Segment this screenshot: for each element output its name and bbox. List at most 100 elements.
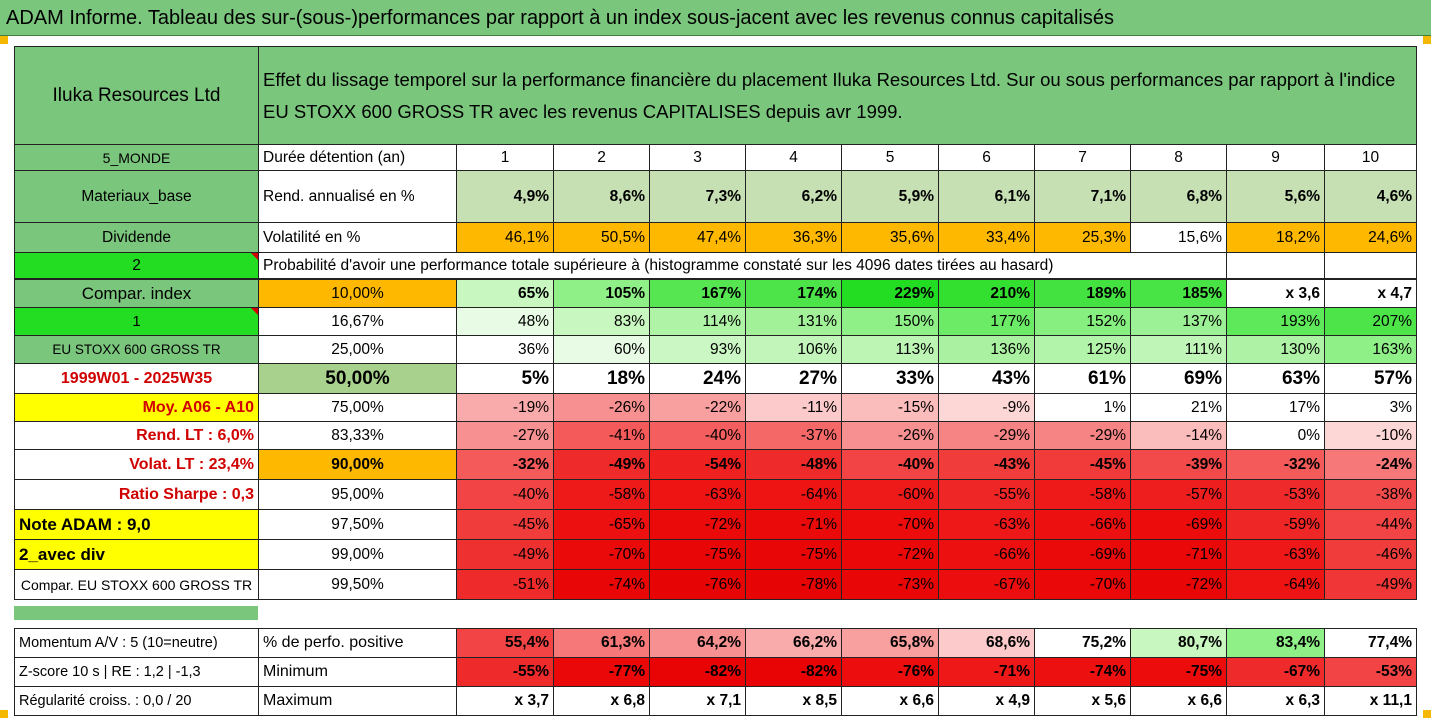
year-header: 7 — [1034, 144, 1131, 171]
row-label: Ratio Sharpe : 0,3 — [14, 479, 259, 510]
value-cell: 36% — [456, 335, 554, 364]
value-cell: 5,9% — [841, 170, 939, 223]
report-frame: Iluka Resources Ltd Effet du lissage tem… — [14, 46, 1418, 716]
empty-cell — [1323, 252, 1418, 279]
value-cell: -82% — [745, 657, 842, 687]
corner-marker — [1423, 36, 1431, 44]
company-name: Iluka Resources Ltd — [14, 46, 259, 145]
statistics-row: Z-score 10 s | RE : 1,2 | -1,3 Minimum -55… — [14, 657, 1417, 687]
value-cell: 21% — [1130, 393, 1227, 422]
report-description: Effet du lissage temporel sur la perform… — [257, 46, 1418, 145]
value-cell: -82% — [649, 657, 746, 687]
value-cell: 75,2% — [1034, 628, 1131, 658]
value-cell: -66% — [1034, 509, 1131, 540]
probability-row: EU STOXX 600 GROSS TR 25,00% 36% 60% 93% 106%… — [14, 335, 1417, 364]
value-cell: 65,8% — [841, 628, 939, 658]
value-cell: -57% — [1130, 479, 1227, 510]
threshold-cell: 99,00% — [258, 539, 457, 570]
value-cell: -71% — [938, 657, 1035, 687]
value-cell: -55% — [456, 657, 554, 687]
year-header: 3 — [649, 144, 746, 171]
value-cell: -64% — [1226, 569, 1325, 600]
row-label: Compar. index — [14, 279, 259, 308]
value-cell: 113% — [841, 335, 939, 364]
value-cell: 130% — [1226, 335, 1325, 364]
corner-marker — [0, 710, 8, 718]
value-cell: 6,2% — [745, 170, 842, 223]
probability-row: 1 16,67% 48% 83% 114% 131% 150% 177% 152% 137% 193… — [14, 307, 1417, 336]
value-cell: -63% — [938, 509, 1035, 540]
value-cell: 93% — [649, 335, 746, 364]
probability-row: Compar. EU STOXX 600 GROSS TR 99,50% -51% -… — [14, 569, 1417, 600]
value-cell: 33% — [841, 363, 939, 394]
value-cell: -19% — [456, 393, 554, 422]
row-label: 1999W01 - 2025W35 — [14, 363, 259, 394]
value-cell: 105% — [553, 279, 650, 308]
statistic-note: Momentum A/V : 5 (10=neutre) — [14, 628, 259, 658]
value-cell: -75% — [1130, 657, 1227, 687]
value-cell: 61,3% — [553, 628, 650, 658]
gap-bar — [14, 606, 258, 620]
report-banner: ADAM Informe. Tableau des sur-(sous-)per… — [0, 0, 1431, 36]
value-cell: 1% — [1034, 393, 1131, 422]
row-label: 1 — [14, 307, 259, 336]
value-cell: -71% — [1130, 539, 1227, 570]
value-cell: -76% — [649, 569, 746, 600]
value-cell: 207% — [1324, 307, 1417, 336]
value-cell: -72% — [649, 509, 746, 540]
value-cell: -46% — [1324, 539, 1417, 570]
years-row: 5_MONDE Durée détention (an) 1 2 3 4 5 6… — [14, 144, 1418, 171]
value-cell: -26% — [553, 393, 650, 422]
probability-row: 1999W01 - 2025W35 50,00% 5% 18% 24% 27% 33% 43%… — [14, 363, 1417, 394]
empty-cell — [1226, 252, 1325, 279]
value-cell: -43% — [938, 449, 1035, 480]
value-cell: 114% — [649, 307, 746, 336]
value-cell: -15% — [841, 393, 939, 422]
value-cell: -49% — [1324, 569, 1417, 600]
threshold-cell: 95,00% — [258, 479, 457, 510]
value-cell: -11% — [745, 393, 842, 422]
threshold-cell: 25,00% — [258, 335, 457, 364]
value-cell: -69% — [1034, 539, 1131, 570]
value-cell: -77% — [553, 657, 650, 687]
value-cell: -37% — [745, 421, 842, 450]
value-cell: 66,2% — [745, 628, 842, 658]
year-header: 5 — [841, 144, 939, 171]
performance-table: Iluka Resources Ltd Effet du lissage tem… — [14, 46, 1418, 716]
value-cell: 5% — [456, 363, 554, 394]
value-cell: 57% — [1324, 363, 1417, 394]
probability-row: Moy. A06 - A10 75,00% -19% -26% -22% -11% -15%… — [14, 393, 1417, 422]
threshold-cell: 97,50% — [258, 509, 457, 540]
value-cell: -38% — [1324, 479, 1417, 510]
value-cell: 6,8% — [1130, 170, 1227, 223]
value-cell: -70% — [841, 509, 939, 540]
table-gap — [14, 600, 1416, 628]
annual-return-label: Rend. annualisé en % — [258, 170, 457, 223]
value-cell: -14% — [1130, 421, 1227, 450]
threshold-cell: 83,33% — [258, 421, 457, 450]
corner-marker — [0, 36, 8, 44]
year-header: 2 — [553, 144, 650, 171]
dividend-label: Dividende — [14, 222, 259, 253]
value-cell: 50,5% — [553, 222, 650, 253]
value-cell: 167% — [649, 279, 746, 308]
statistic-label: Maximum — [258, 686, 457, 716]
threshold-cell: 50,00% — [258, 363, 457, 394]
row-label: Moy. A06 - A10 — [14, 393, 259, 422]
value-cell: 18% — [553, 363, 650, 394]
value-cell: 189% — [1034, 279, 1131, 308]
year-header: 1 — [456, 144, 554, 171]
value-cell: 64,2% — [649, 628, 746, 658]
value-cell: -59% — [1226, 509, 1325, 540]
value-cell: -53% — [1324, 657, 1417, 687]
statistic-label: % de perfo. positive — [258, 628, 457, 658]
row-label: Rend. LT : 6,0% — [14, 421, 259, 450]
value-cell: 18,2% — [1226, 222, 1325, 253]
value-cell: -67% — [938, 569, 1035, 600]
value-cell: 106% — [745, 335, 842, 364]
value-cell: 48% — [456, 307, 554, 336]
value-cell: -49% — [553, 449, 650, 480]
value-cell: -66% — [938, 539, 1035, 570]
value-cell: 24% — [649, 363, 746, 394]
value-cell: 7,1% — [1034, 170, 1131, 223]
